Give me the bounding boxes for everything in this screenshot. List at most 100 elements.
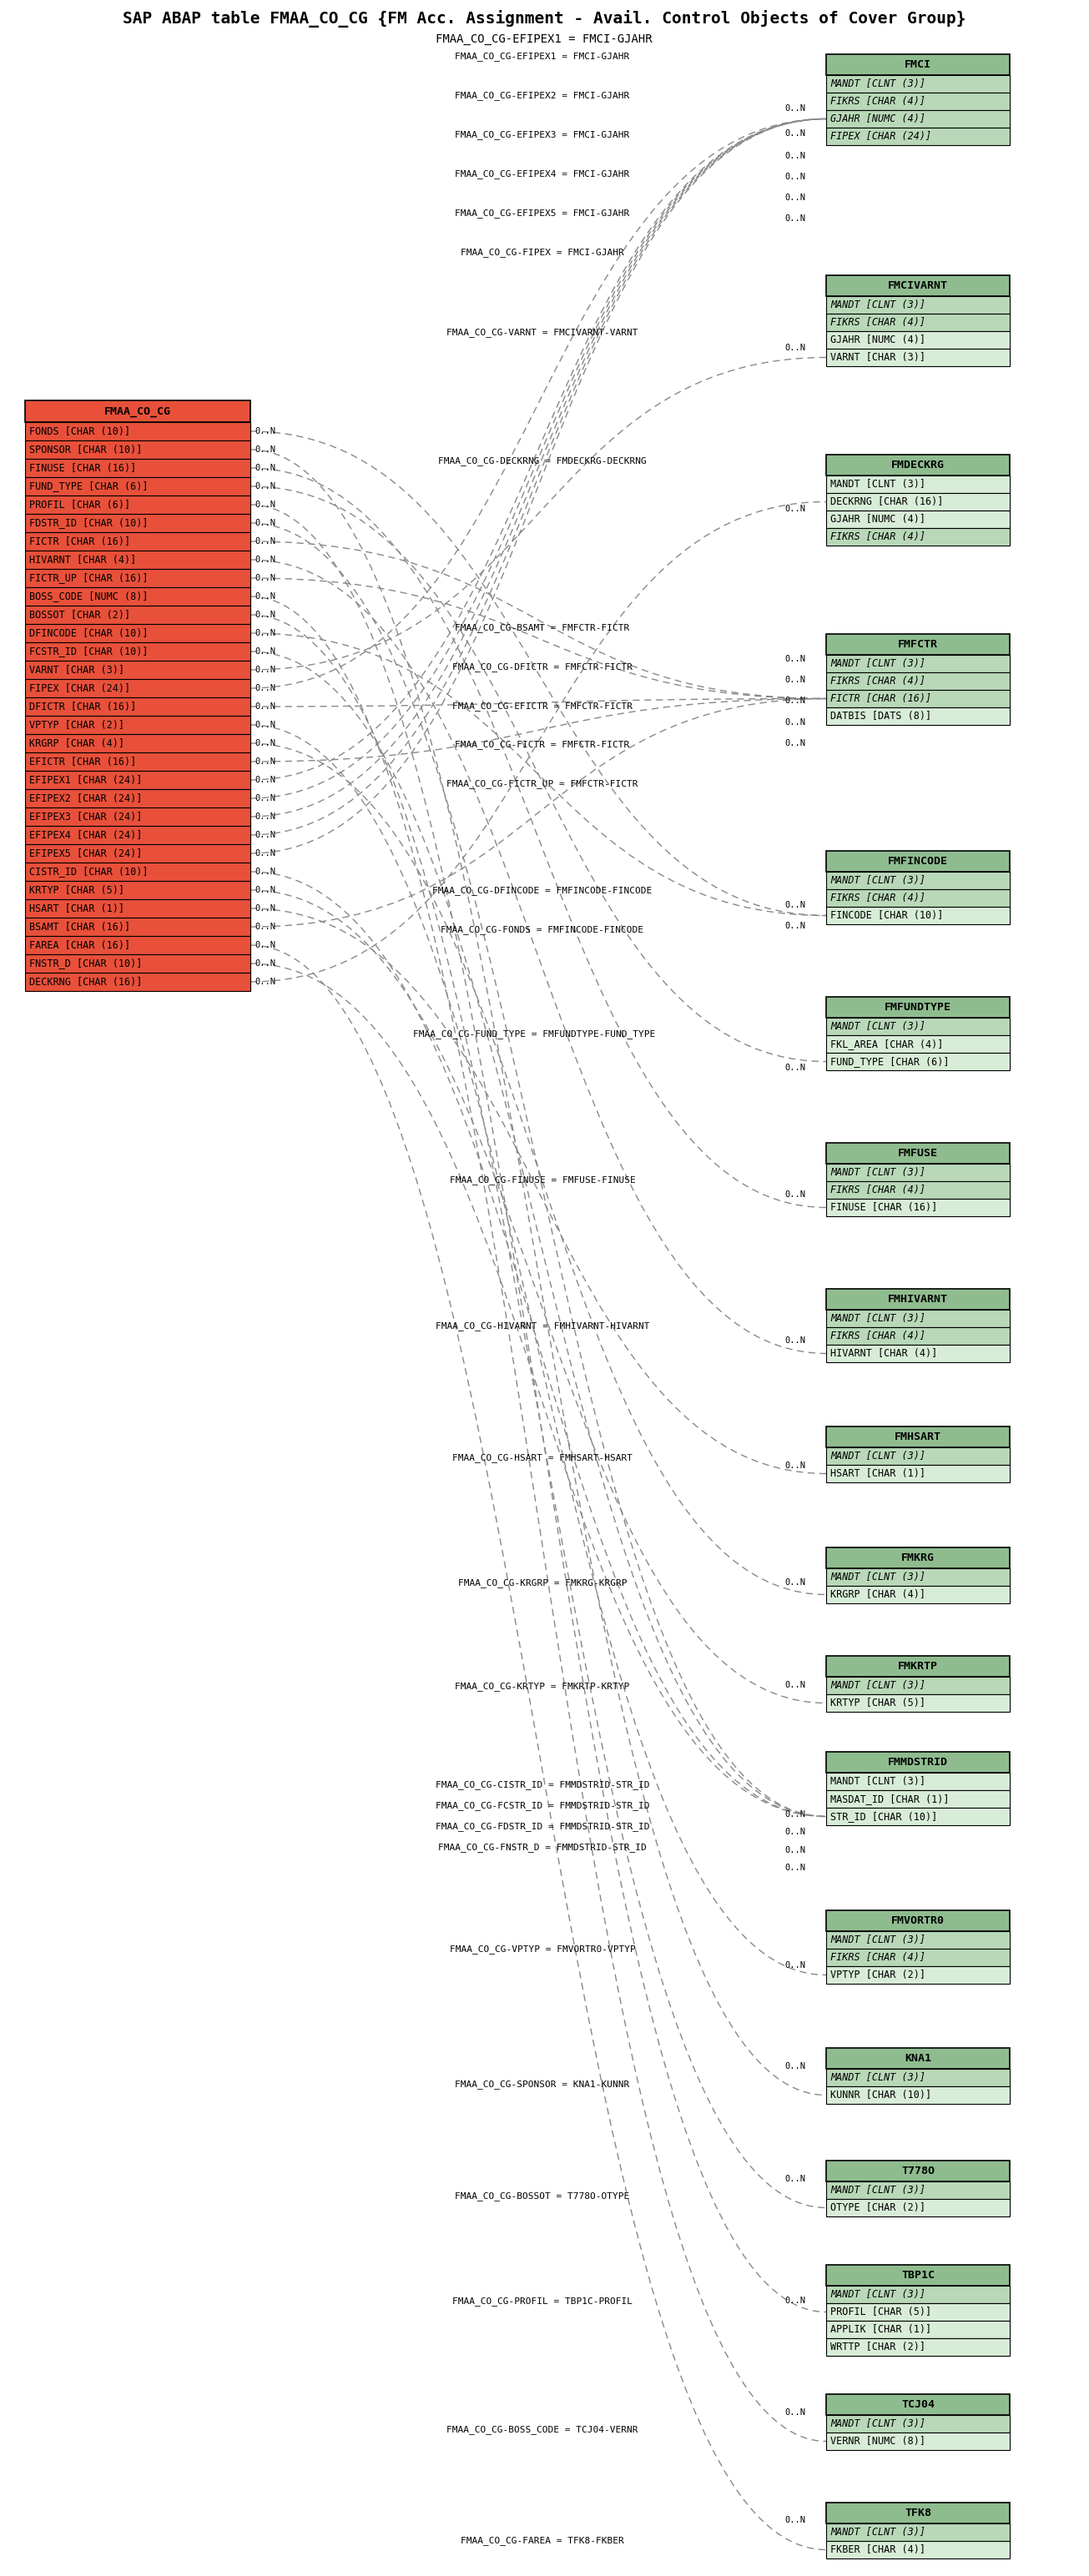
Text: EFIPEX3 [CHAR (24)]: EFIPEX3 [CHAR (24)] (29, 811, 143, 822)
FancyBboxPatch shape (25, 551, 250, 569)
Text: 0..N: 0..N (255, 428, 276, 435)
Text: FMKRG: FMKRG (902, 1553, 934, 1564)
Text: FMHSART: FMHSART (894, 1432, 941, 1443)
FancyBboxPatch shape (25, 698, 250, 716)
Text: 0..N: 0..N (255, 574, 276, 582)
Text: 0..N: 0..N (255, 757, 276, 765)
FancyBboxPatch shape (827, 672, 1010, 690)
Text: EFICTR [CHAR (16)]: EFICTR [CHAR (16)] (29, 757, 136, 768)
Text: SPONSOR [CHAR (10)]: SPONSOR [CHAR (10)] (29, 443, 143, 456)
Text: 0..N: 0..N (784, 902, 805, 909)
Text: FMAA_CO_CG-KRTYP = FMKRTP-KRTYP: FMAA_CO_CG-KRTYP = FMKRTP-KRTYP (455, 1682, 629, 1692)
Text: VPTYP [CHAR (2)]: VPTYP [CHAR (2)] (29, 719, 124, 732)
Text: GJAHR [NUMC (4)]: GJAHR [NUMC (4)] (830, 113, 926, 124)
Text: MANDT [CLNT (3)]: MANDT [CLNT (3)] (830, 2290, 926, 2300)
Text: BSAMT [CHAR (16)]: BSAMT [CHAR (16)] (29, 922, 131, 933)
Text: 0..N: 0..N (784, 654, 805, 662)
Text: FMCI: FMCI (905, 59, 931, 70)
FancyBboxPatch shape (827, 1677, 1010, 1695)
Text: MANDT [CLNT (3)]: MANDT [CLNT (3)] (830, 2527, 926, 2537)
Text: 0..N: 0..N (784, 2409, 805, 2416)
Text: 0..N: 0..N (784, 103, 805, 113)
Text: FMAA_CO_CG-FNSTR_D = FMMDSTRID-STR_ID: FMAA_CO_CG-FNSTR_D = FMMDSTRID-STR_ID (438, 1844, 647, 1852)
Text: FMAA_CO_CG-FCSTR_ID = FMMDSTRID-STR_ID: FMAA_CO_CG-FCSTR_ID = FMMDSTRID-STR_ID (436, 1801, 649, 1811)
Text: DFICTR [CHAR (16)]: DFICTR [CHAR (16)] (29, 701, 136, 711)
FancyBboxPatch shape (25, 533, 250, 551)
FancyBboxPatch shape (25, 605, 250, 623)
Text: 0..N: 0..N (784, 675, 805, 685)
Text: FNSTR_D [CHAR (10)]: FNSTR_D [CHAR (10)] (29, 958, 143, 969)
Text: 0..N: 0..N (784, 1461, 805, 1471)
Text: FMAA_CO_CG-EFIPEX4 = FMCI-GJAHR: FMAA_CO_CG-EFIPEX4 = FMCI-GJAHR (455, 170, 629, 178)
Text: 0..N: 0..N (784, 2063, 805, 2071)
Text: HIVARNT [CHAR (4)]: HIVARNT [CHAR (4)] (29, 554, 136, 564)
Text: FIKRS [CHAR (4)]: FIKRS [CHAR (4)] (830, 317, 926, 327)
Text: 0..N: 0..N (255, 850, 276, 858)
FancyBboxPatch shape (25, 935, 250, 953)
Text: PROFIL [CHAR (6)]: PROFIL [CHAR (6)] (29, 500, 131, 510)
FancyBboxPatch shape (827, 1054, 1010, 1069)
Text: TFK8: TFK8 (905, 2506, 931, 2519)
FancyBboxPatch shape (25, 770, 250, 788)
Text: FIKRS [CHAR (4)]: FIKRS [CHAR (4)] (830, 1185, 926, 1195)
Text: MANDT [CLNT (3)]: MANDT [CLNT (3)] (830, 2071, 926, 2084)
Text: FMDECKRG: FMDECKRG (891, 459, 944, 471)
Text: EFIPEX2 [CHAR (24)]: EFIPEX2 [CHAR (24)] (29, 793, 143, 804)
FancyBboxPatch shape (827, 1548, 1010, 1569)
Text: KRTYP [CHAR (5)]: KRTYP [CHAR (5)] (29, 884, 124, 896)
Text: 0..N: 0..N (784, 719, 805, 726)
FancyBboxPatch shape (25, 641, 250, 659)
Text: FDSTR_ID [CHAR (10)]: FDSTR_ID [CHAR (10)] (29, 518, 148, 528)
Text: KRTYP [CHAR (5)]: KRTYP [CHAR (5)] (830, 1698, 926, 1708)
Text: 0..N: 0..N (784, 2517, 805, 2524)
Text: MANDT [CLNT (3)]: MANDT [CLNT (3)] (830, 1314, 926, 1324)
FancyBboxPatch shape (25, 680, 250, 698)
Text: FMAA_CO_CG-BOSS_CODE = TCJ04-VERNR: FMAA_CO_CG-BOSS_CODE = TCJ04-VERNR (446, 2427, 638, 2434)
Text: 0..N: 0..N (784, 505, 805, 513)
FancyBboxPatch shape (827, 1327, 1010, 1345)
FancyBboxPatch shape (25, 881, 250, 899)
FancyBboxPatch shape (827, 1182, 1010, 1198)
FancyBboxPatch shape (25, 953, 250, 974)
Text: 0..N: 0..N (255, 446, 276, 453)
Text: FMAA_CO_CG-KRGRP = FMKRG-KRGRP: FMAA_CO_CG-KRGRP = FMKRG-KRGRP (457, 1579, 627, 1587)
Text: FICTR [CHAR (16)]: FICTR [CHAR (16)] (29, 536, 131, 546)
FancyBboxPatch shape (827, 2504, 1010, 2524)
Text: 0..N: 0..N (255, 611, 276, 618)
Text: FKL_AREA [CHAR (4)]: FKL_AREA [CHAR (4)] (830, 1038, 943, 1048)
Text: 0..N: 0..N (784, 1337, 805, 1345)
Text: 0..N: 0..N (255, 592, 276, 600)
FancyBboxPatch shape (827, 314, 1010, 332)
Text: FIKRS [CHAR (4)]: FIKRS [CHAR (4)] (830, 95, 926, 106)
Text: GJAHR [NUMC (4)]: GJAHR [NUMC (4)] (830, 513, 926, 526)
Text: GJAHR [NUMC (4)]: GJAHR [NUMC (4)] (830, 335, 926, 345)
Text: FMAA_CO_CG-EFIPEX1 = FMCI-GJAHR: FMAA_CO_CG-EFIPEX1 = FMCI-GJAHR (455, 52, 629, 62)
Text: MANDT [CLNT (3)]: MANDT [CLNT (3)] (830, 1020, 926, 1033)
Text: FMAA_CO_CG-SPONSOR = KNA1-KUNNR: FMAA_CO_CG-SPONSOR = KNA1-KUNNR (455, 2079, 629, 2089)
Text: DECKRNG [CHAR (16)]: DECKRNG [CHAR (16)] (29, 976, 143, 987)
Text: FMFUNDTYPE: FMFUNDTYPE (884, 1002, 952, 1012)
Text: 0..N: 0..N (255, 793, 276, 804)
FancyBboxPatch shape (827, 997, 1010, 1018)
Text: 0..N: 0..N (784, 1064, 805, 1072)
Text: FMFUSE: FMFUSE (898, 1149, 938, 1159)
FancyBboxPatch shape (827, 54, 1010, 75)
FancyBboxPatch shape (827, 1790, 1010, 1808)
Text: MANDT [CLNT (3)]: MANDT [CLNT (3)] (830, 2419, 926, 2429)
Text: FMAA_CO_CG-FAREA = TFK8-FKBER: FMAA_CO_CG-FAREA = TFK8-FKBER (461, 2537, 624, 2545)
FancyBboxPatch shape (25, 734, 250, 752)
Text: 0..N: 0..N (784, 1190, 805, 1198)
Text: FINUSE [CHAR (16)]: FINUSE [CHAR (16)] (29, 464, 136, 474)
FancyBboxPatch shape (827, 1932, 1010, 1947)
Text: 0..N: 0..N (255, 518, 276, 528)
Text: T778O: T778O (902, 2166, 934, 2177)
FancyBboxPatch shape (827, 1198, 1010, 1216)
FancyBboxPatch shape (827, 634, 1010, 654)
Text: 0..N: 0..N (784, 152, 805, 160)
Text: 0..N: 0..N (255, 647, 276, 657)
Text: 0..N: 0..N (784, 1829, 805, 1837)
Text: DFINCODE [CHAR (10)]: DFINCODE [CHAR (10)] (29, 629, 148, 639)
Text: FIKRS [CHAR (4)]: FIKRS [CHAR (4)] (830, 1953, 926, 1963)
Text: 0..N: 0..N (784, 1579, 805, 1587)
Text: DATBIS [DATS (8)]: DATBIS [DATS (8)] (830, 711, 931, 721)
